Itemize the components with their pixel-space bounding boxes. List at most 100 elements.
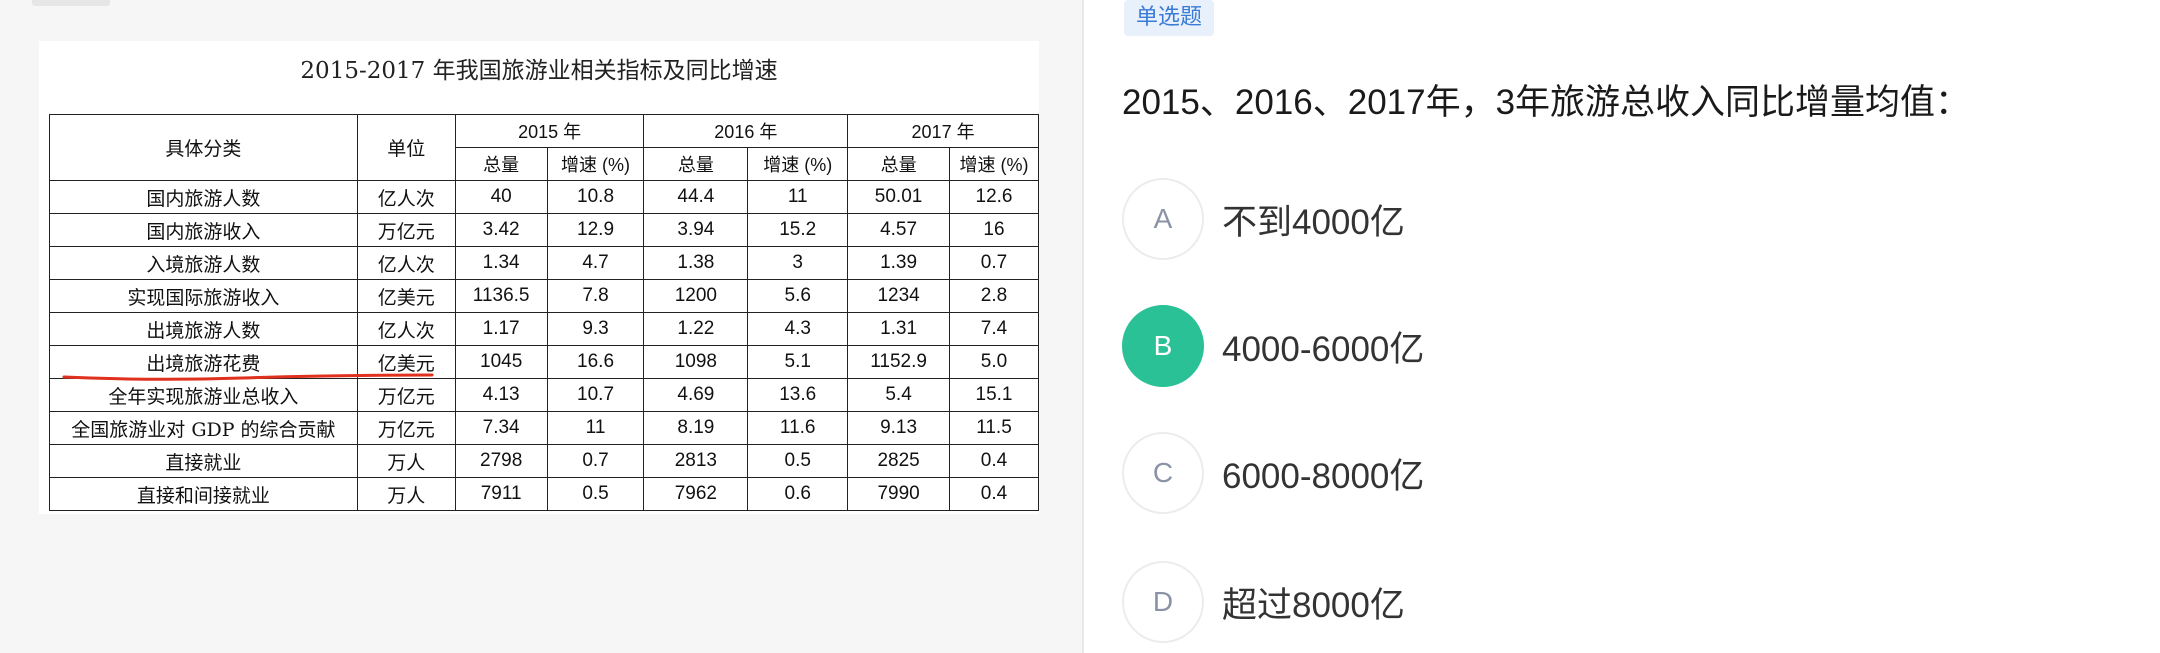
row-value: 10.7 (546, 378, 645, 412)
row-value: 4.3 (747, 312, 849, 346)
question-text: 2015、2016、2017年，3年旅游总收入同比增量均值： (1122, 83, 1971, 122)
row-value: 7.34 (454, 411, 548, 445)
table-row: 出境旅游人数 亿人次 1.17 9.3 1.22 4.3 1.31 7.4 (49, 312, 1039, 346)
option-text[interactable]: 超过8000亿 (1222, 585, 1405, 625)
option-letter-circle[interactable]: D (1122, 561, 1204, 643)
row-value: 2.8 (949, 279, 1039, 313)
row-unit: 万人 (356, 477, 456, 511)
row-value: 0.7 (546, 444, 645, 478)
question-type-badge: 单选题 (1124, 0, 1215, 36)
row-category: 直接就业 (49, 444, 358, 478)
table-row: 全国旅游业对 GDP 的综合贡献 万亿元 7.34 11 8.19 11.6 9.13 11.… (49, 411, 1039, 445)
option-letter-circle[interactable]: B (1122, 305, 1204, 387)
row-value: 0.5 (546, 477, 645, 511)
row-value: 4.13 (454, 378, 548, 412)
row-value: 0.4 (949, 444, 1039, 478)
option-c[interactable]: C 6000-8000亿 (1122, 432, 2022, 514)
option-letter-circle[interactable]: A (1122, 178, 1204, 260)
panel-divider (1082, 0, 1084, 653)
row-value: 7990 (847, 477, 950, 511)
header-growth: 增速 (%) (747, 147, 849, 181)
option-d[interactable]: D 超过8000亿 (1122, 561, 2022, 643)
row-value: 2825 (847, 444, 950, 478)
row-value: 5.4 (847, 378, 950, 412)
row-unit: 亿人次 (356, 312, 456, 346)
row-value: 4.69 (643, 378, 749, 412)
row-value: 12.6 (949, 180, 1039, 214)
row-value: 16.6 (546, 345, 645, 379)
header-growth: 增速 (%) (546, 147, 645, 181)
row-value: 50.01 (847, 180, 950, 214)
row-unit: 亿人次 (356, 246, 456, 280)
row-value: 3 (747, 246, 849, 280)
row-value: 2813 (643, 444, 749, 478)
option-text[interactable]: 6000-8000亿 (1222, 456, 1425, 496)
header-total: 总量 (454, 147, 548, 181)
row-value: 1045 (454, 345, 548, 379)
header-year-2017: 2017 年 (847, 114, 1039, 148)
row-value: 11 (747, 180, 849, 214)
row-value: 7.4 (949, 312, 1039, 346)
row-category: 国内旅游人数 (49, 180, 358, 214)
row-value: 1.17 (454, 312, 548, 346)
header-unit: 单位 (356, 114, 456, 181)
option-text[interactable]: 不到4000亿 (1222, 202, 1405, 242)
table-row: 入境旅游人数 亿人次 1.34 4.7 1.38 3 1.39 0.7 (49, 246, 1039, 280)
row-unit: 亿人次 (356, 180, 456, 214)
table-row: 直接就业 万人 2798 0.7 2813 0.5 2825 0.4 (49, 444, 1039, 478)
row-value: 1200 (643, 279, 749, 313)
row-value: 0.5 (747, 444, 849, 478)
option-a[interactable]: A 不到4000亿 (1122, 178, 2022, 260)
row-value: 11.5 (949, 411, 1039, 445)
row-category: 国内旅游收入 (49, 213, 358, 247)
option-text[interactable]: 4000-6000亿 (1222, 329, 1425, 369)
row-value: 1.38 (643, 246, 749, 280)
row-unit: 万亿元 (356, 411, 456, 445)
row-value: 1098 (643, 345, 749, 379)
row-category: 入境旅游人数 (49, 246, 358, 280)
row-value: 7.8 (546, 279, 645, 313)
table-row: 出境旅游花费 亿美元 1045 16.6 1098 5.1 1152.9 5.0 (49, 345, 1039, 379)
row-value: 0.7 (949, 246, 1039, 280)
row-value: 1.39 (847, 246, 950, 280)
row-category: 直接和间接就业 (49, 477, 358, 511)
row-unit: 万亿元 (356, 378, 456, 412)
row-value: 1.31 (847, 312, 950, 346)
option-b[interactable]: B 4000-6000亿 (1122, 305, 2022, 387)
row-value: 4.7 (546, 246, 645, 280)
row-value: 15.1 (949, 378, 1039, 412)
header-year-2015: 2015 年 (454, 114, 645, 148)
table-row: 国内旅游收入 万亿元 3.42 12.9 3.94 15.2 4.57 16 (49, 213, 1039, 247)
row-unit: 万人 (356, 444, 456, 478)
material-tab[interactable]: 材料 (32, 0, 110, 6)
header-year-2016: 2016 年 (643, 114, 849, 148)
row-value: 2798 (454, 444, 548, 478)
row-value: 13.6 (747, 378, 849, 412)
header-category: 具体分类 (49, 114, 358, 181)
row-category: 出境旅游人数 (49, 312, 358, 346)
table-row: 实现国际旅游收入 亿美元 1136.5 7.8 1200 5.6 1234 2.8 (49, 279, 1039, 313)
row-value: 1234 (847, 279, 950, 313)
row-unit: 亿美元 (356, 279, 456, 313)
question-panel: 单选题 2015、2016、2017年，3年旅游总收入同比增量均值： A 不到4… (1084, 0, 2160, 653)
row-category: 实现国际旅游收入 (49, 279, 358, 313)
header-total: 总量 (847, 147, 950, 181)
row-value: 1152.9 (847, 345, 950, 379)
table-header-row: 具体分类 单位 2015 年 2016 年 2017 年 (49, 114, 1039, 181)
header-growth: 增速 (%) (949, 147, 1039, 181)
row-value: 15.2 (747, 213, 849, 247)
table-row: 全年实现旅游业总收入 万亿元 4.13 10.7 4.69 13.6 5.4 15.1 (49, 378, 1039, 412)
row-value: 7962 (643, 477, 749, 511)
row-value: 1.34 (454, 246, 548, 280)
row-value: 1136.5 (454, 279, 548, 313)
header-total: 总量 (643, 147, 749, 181)
row-value: 9.13 (847, 411, 950, 445)
table-row: 国内旅游人数 亿人次 40 10.8 44.4 11 50.01 12.6 (49, 180, 1039, 214)
row-value: 16 (949, 213, 1039, 247)
row-value: 11.6 (747, 411, 849, 445)
table-subheader-row: 总量 增速 (%) 总量 增速 (%) 总量 增速 (%) (50, 147, 1039, 181)
row-unit: 万亿元 (356, 213, 456, 247)
option-letter-circle[interactable]: C (1122, 432, 1204, 514)
row-value: 0.6 (747, 477, 849, 511)
row-value: 9.3 (546, 312, 645, 346)
